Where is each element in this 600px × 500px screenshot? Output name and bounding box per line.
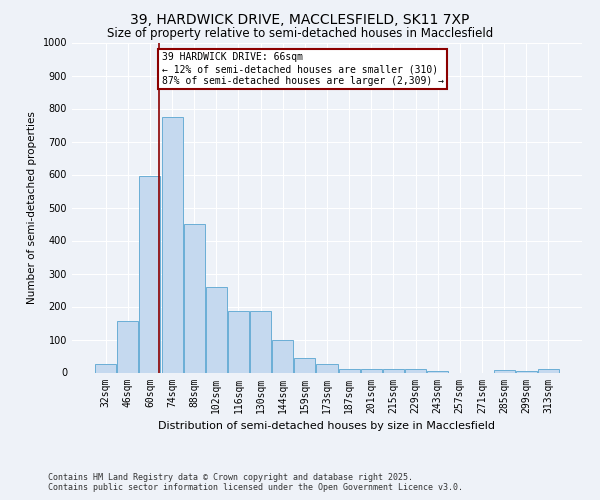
Bar: [361, 369, 382, 372]
Bar: [494, 370, 515, 372]
Y-axis label: Number of semi-detached properties: Number of semi-detached properties: [27, 111, 37, 304]
Bar: [161, 116, 182, 372]
Bar: [139, 176, 160, 372]
Bar: [228, 312, 249, 372]
Bar: [118, 322, 139, 372]
X-axis label: Distribution of semi-detached houses by size in Macclesfield: Distribution of semi-detached houses by …: [158, 421, 496, 431]
Text: 39 HARDWICK DRIVE: 66sqm
← 12% of semi-detached houses are smaller (310)
87% of : 39 HARDWICK DRIVE: 66sqm ← 12% of semi-d…: [161, 52, 443, 86]
Bar: [206, 286, 227, 372]
Bar: [316, 364, 338, 372]
Bar: [184, 224, 205, 372]
Bar: [405, 369, 426, 372]
Bar: [295, 358, 316, 372]
Text: 39, HARDWICK DRIVE, MACCLESFIELD, SK11 7XP: 39, HARDWICK DRIVE, MACCLESFIELD, SK11 7…: [130, 12, 470, 26]
Text: Contains HM Land Registry data © Crown copyright and database right 2025.
Contai: Contains HM Land Registry data © Crown c…: [48, 473, 463, 492]
Bar: [272, 340, 293, 372]
Bar: [95, 364, 116, 372]
Bar: [538, 369, 559, 372]
Bar: [427, 371, 448, 372]
Text: Size of property relative to semi-detached houses in Macclesfield: Size of property relative to semi-detach…: [107, 28, 493, 40]
Bar: [515, 371, 536, 372]
Bar: [250, 312, 271, 372]
Bar: [383, 369, 404, 372]
Bar: [338, 368, 359, 372]
